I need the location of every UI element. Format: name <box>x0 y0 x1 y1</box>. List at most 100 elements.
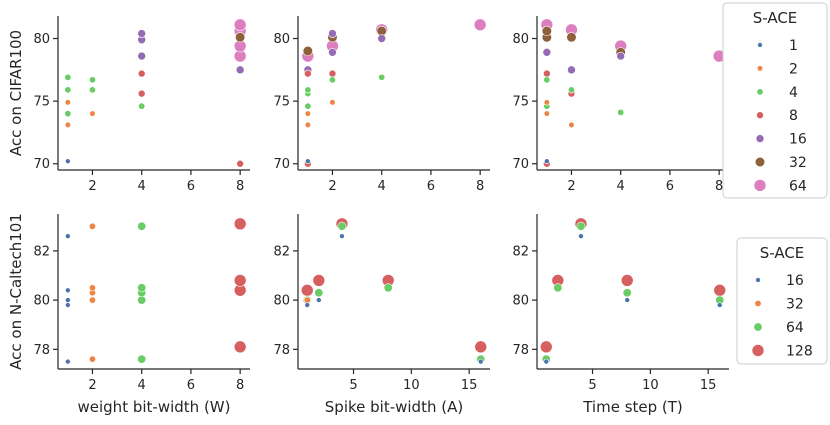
scatter-point <box>65 358 71 365</box>
y-tick-label: 80 <box>33 32 50 47</box>
scatter-point <box>617 108 625 116</box>
scatter-point <box>477 358 484 365</box>
scatter-point <box>383 283 393 293</box>
y-tick-label: 75 <box>512 95 529 110</box>
scatter-point <box>304 86 312 94</box>
y-tick-label: 80 <box>512 294 529 309</box>
scatter-point <box>716 302 723 308</box>
scatter-point <box>137 354 147 364</box>
x-tick-label: 2 <box>88 378 96 393</box>
scatter-point <box>88 222 96 230</box>
legend-marker <box>755 277 761 283</box>
legend-bottom: S-ACE 16 32 64 128 <box>736 237 828 365</box>
scatter-point <box>473 18 487 32</box>
scatter-point <box>329 99 336 106</box>
panel-6: 5 10 15 78 80 82 Time step (T) <box>512 214 729 416</box>
scatter-point <box>620 274 634 287</box>
y-axis-label: Acc on CIFAR100 <box>7 30 25 156</box>
legend-marker <box>754 299 762 307</box>
scatter-point <box>300 283 314 297</box>
legend-marker <box>756 65 764 72</box>
scatter-point <box>339 233 345 239</box>
legend-label: 32 <box>786 297 804 313</box>
x-tick-label: 6 <box>427 179 435 194</box>
x-tick-label: 10 <box>403 378 420 393</box>
legend-label: 16 <box>789 132 807 148</box>
scatter-point <box>576 221 586 231</box>
legend-label: 8 <box>789 108 798 124</box>
scatter-point <box>543 99 550 106</box>
scatter-point <box>137 89 146 98</box>
scatter-point <box>328 76 336 84</box>
scatter-point <box>64 121 71 129</box>
scatter-point <box>568 121 575 129</box>
scatter-point <box>64 110 72 118</box>
scatter-point <box>567 65 576 75</box>
scatter-point <box>89 110 96 117</box>
scatter-point <box>553 283 563 293</box>
y-tick-label: 82 <box>273 244 290 259</box>
scatter-point <box>305 158 311 165</box>
y-tick-label: 70 <box>512 157 529 172</box>
legend-marker <box>754 156 766 168</box>
legend-marker <box>755 134 765 143</box>
scatter-point <box>328 29 337 38</box>
scatter-point <box>65 233 71 239</box>
scatter-point <box>65 297 71 303</box>
scatter-point <box>328 69 337 78</box>
scatter-point <box>337 221 347 231</box>
scatter-point <box>316 297 322 303</box>
legend-label: 1 <box>789 38 798 54</box>
legend-top: S-ACE 1 2 4 8 16 32 64 <box>722 2 828 199</box>
scatter-point <box>65 302 71 308</box>
scatter-point <box>138 102 146 110</box>
scatter-point <box>543 76 551 84</box>
x-tick-label: 10 <box>642 378 659 393</box>
y-tick-label: 80 <box>273 32 290 47</box>
x-axis-label: weight bit-width (W) <box>78 398 231 416</box>
y-tick-label: 75 <box>273 95 290 110</box>
y-tick-label: 82 <box>33 244 50 259</box>
x-tick-label: 4 <box>138 378 146 393</box>
scatter-point <box>624 297 631 303</box>
legend-marker <box>756 111 764 119</box>
scatter-point <box>474 340 488 354</box>
scatter-point <box>233 340 247 354</box>
legend-bottom-frame <box>736 237 828 365</box>
legend-label: 32 <box>789 155 807 171</box>
scatter-point <box>65 158 71 165</box>
scatter-point <box>233 18 247 32</box>
legend-label: 2 <box>789 61 798 77</box>
scatter-point <box>543 358 550 365</box>
scatter-point <box>137 51 146 61</box>
legend-marker <box>753 322 763 332</box>
scatter-point <box>137 221 147 231</box>
panel-2: 2 4 6 8 70 75 80 <box>273 16 490 194</box>
scatter-point <box>304 121 311 129</box>
scatter-point <box>137 283 147 293</box>
legend-label: 64 <box>789 178 807 194</box>
x-tick-label: 5 <box>349 378 357 393</box>
scatter-point <box>64 86 72 94</box>
legend-label: 64 <box>786 320 804 336</box>
scatter-point <box>88 296 96 304</box>
scatter-point <box>88 284 96 292</box>
y-tick-label: 80 <box>273 294 290 309</box>
scatter-point <box>377 34 386 43</box>
scatter-point <box>328 48 337 57</box>
y-tick-label: 70 <box>273 157 290 172</box>
scatter-point <box>304 69 312 78</box>
x-tick-label: 15 <box>461 378 478 393</box>
panel-1: 2 4 6 8 70 75 80 Acc on CIFAR100 <box>7 16 250 194</box>
scatter-point <box>567 86 575 94</box>
x-tick-label: 6 <box>187 179 195 194</box>
scatter-point <box>137 69 146 78</box>
scatter-point <box>88 355 96 363</box>
scatter-point <box>543 69 551 78</box>
scatter-point <box>543 110 550 117</box>
panel-5: 5 10 15 78 80 82 Spike bit-width (A) <box>273 214 490 416</box>
scatter-point <box>539 340 553 354</box>
x-tick-label: 5 <box>588 378 596 393</box>
scatter-point <box>235 32 246 43</box>
